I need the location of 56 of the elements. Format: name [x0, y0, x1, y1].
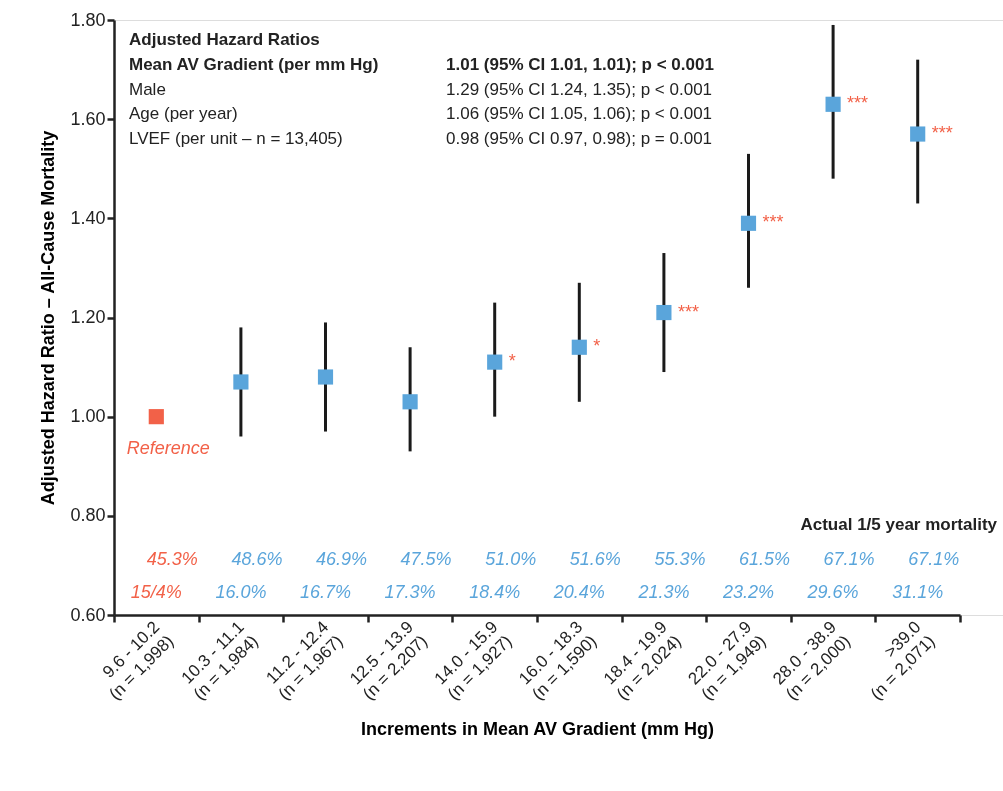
y-tick-label: 0.60	[70, 604, 106, 625]
annotation: 21.3%	[637, 582, 690, 602]
annotation: 1.01 (95% CI 1.01, 1.01); p < 0.001	[446, 55, 714, 74]
annotation: Mean AV Gradient (per mm Hg)	[129, 55, 379, 74]
annotation: 67.1%	[823, 549, 875, 569]
annotation: 48.6%	[231, 549, 283, 569]
annotation: 20.4%	[552, 582, 605, 602]
annotation: 16.0%	[215, 582, 267, 602]
annotation: ***	[847, 93, 869, 114]
y-tick-label: 1.20	[70, 307, 106, 327]
annotation: Male	[129, 79, 166, 99]
annotation: 29.6%	[806, 582, 859, 602]
y-tick-label: 1.40	[70, 207, 106, 228]
annotation: 1.29 (95% CI 1.24, 1.35); p < 0.001	[446, 79, 713, 99]
point	[148, 409, 164, 425]
point	[317, 369, 334, 385]
y-tick-label: 0.80	[70, 505, 106, 526]
y-tick-label: 1.00	[70, 406, 106, 427]
point	[910, 126, 926, 142]
annotation: ***	[677, 301, 699, 322]
annotation: LVEF (per unit – n = 13,405)	[129, 128, 343, 148]
annotation: 0.98 (95% CI 0.97, 0.98); p = 0.001	[446, 128, 713, 148]
annotation: 51.6%	[569, 549, 621, 569]
annotation: 15/4%	[130, 582, 182, 602]
point	[571, 339, 587, 355]
annotation: 67.1%	[908, 549, 960, 569]
annotation: 45.3%	[146, 549, 198, 569]
annotation: 23.2%	[721, 582, 775, 602]
x-axis-title: Increments in Mean AV Gradient (mm Hg)	[360, 718, 715, 739]
point	[656, 304, 672, 321]
annotation: 31.1%	[892, 582, 944, 602]
annotation: ***	[931, 123, 953, 144]
annotation: *	[593, 336, 601, 357]
y-tick-label: 1.60	[70, 108, 106, 129]
annotation: 16.7%	[299, 582, 352, 602]
y-tick-label: 1.80	[70, 9, 106, 30]
annotation: 47.5%	[400, 549, 452, 569]
point	[487, 354, 503, 370]
point	[740, 215, 757, 231]
point	[402, 394, 418, 410]
annotation: 1.06 (95% CI 1.05, 1.06); p < 0.001	[446, 104, 713, 123]
annotation: 18.4%	[469, 582, 521, 602]
annotation: Adjusted Hazard Ratios	[129, 30, 320, 49]
point	[825, 96, 841, 112]
annotation: 17.3%	[384, 582, 436, 602]
annotation: 46.9%	[315, 549, 368, 569]
y-axis-title: Adjusted Hazard Ratio – All-Cause Mortality	[38, 130, 59, 506]
annotation: Age (per year)	[129, 104, 238, 123]
annotation: 55.3%	[654, 549, 706, 569]
annotation: 61.5%	[738, 549, 791, 569]
annotation: Actual 1/5 year mortality	[800, 515, 998, 534]
annotation: *	[508, 351, 516, 372]
annotation: ***	[762, 212, 784, 233]
annotation: Reference	[126, 437, 210, 458]
point	[233, 374, 249, 390]
annotation: 51.0%	[485, 549, 537, 569]
